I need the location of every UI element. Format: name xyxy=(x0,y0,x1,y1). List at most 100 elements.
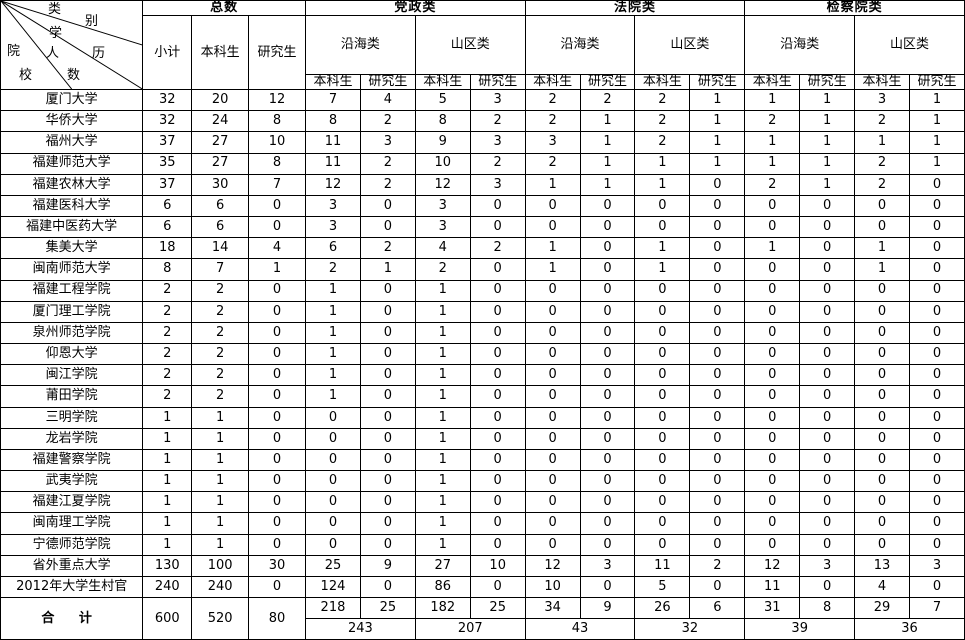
cell-value: 0 xyxy=(248,343,307,366)
cell-value: 2 xyxy=(142,321,193,345)
cell-value: 0 xyxy=(248,300,307,323)
cell-value: 1 xyxy=(524,237,581,260)
cell-value: 0 xyxy=(634,533,691,556)
cell-value: 0 xyxy=(359,448,416,472)
cell-value: 0 xyxy=(634,300,691,323)
cell-value: 0 xyxy=(359,194,416,218)
cell-value: 0 xyxy=(909,491,965,514)
diagonal-lines-icon xyxy=(1,1,142,89)
cell-value: 2 xyxy=(524,110,581,133)
cell-value: 0 xyxy=(359,279,416,302)
cell-value: 0 xyxy=(248,448,307,472)
cell-value: 0 xyxy=(909,258,965,281)
cell-value: 0 xyxy=(248,216,307,239)
group-header-procuratorate: 检察院类 xyxy=(744,0,965,17)
leaf-header-proc-mountain-grad: 研究生 xyxy=(909,73,965,91)
cell-value: 0 xyxy=(744,385,801,408)
table-row: 福建警察学院 1 1 0 0 0 1 0 0 0 0 0 0 0 0 0 xyxy=(0,448,965,472)
cell-value: 1 xyxy=(305,300,361,323)
cell-value: 0 xyxy=(469,364,526,387)
cell-value: 12 xyxy=(248,88,307,112)
cell-value: 0 xyxy=(799,343,856,366)
subgroup-header-proc-coastal: 沿海类 xyxy=(744,15,856,75)
cell-value: 1 xyxy=(191,406,250,429)
cell-value: 1 xyxy=(634,173,691,196)
cell-value: 0 xyxy=(744,470,801,493)
cell-value: 0 xyxy=(909,321,965,345)
footer-leaf-total-5: 9 xyxy=(579,597,636,620)
cell-value: 0 xyxy=(359,364,416,387)
cell-value: 0 xyxy=(469,216,526,239)
corner-label-count-2: 数 xyxy=(67,68,81,83)
footer-group-total-party-coastal: 243 xyxy=(305,618,416,640)
cell-value: 4 xyxy=(854,575,911,599)
corner-label-category-1: 类 xyxy=(48,2,62,17)
cell-value: 0 xyxy=(854,216,911,239)
cell-value: 1 xyxy=(142,470,193,493)
cell-value: 0 xyxy=(689,279,746,302)
cell-value: 0 xyxy=(524,533,581,556)
cell-value: 0 xyxy=(854,343,911,366)
corner-label-education-1: 学 xyxy=(49,26,63,41)
cell-value: 1 xyxy=(191,470,250,493)
cell-value: 3 xyxy=(909,554,965,577)
cell-value: 2 xyxy=(359,110,416,133)
cell-value: 1 xyxy=(414,385,471,408)
cell-value: 1 xyxy=(414,364,471,387)
cell-value: 1 xyxy=(191,448,250,472)
subgroup-header-proc-mountain: 山区类 xyxy=(854,15,965,75)
cell-value: 1 xyxy=(414,533,471,556)
cell-value: 4 xyxy=(414,237,471,260)
cell-value: 0 xyxy=(689,575,746,599)
cell-value: 12 xyxy=(524,554,581,577)
cell-value: 1 xyxy=(854,258,911,281)
cell-value: 0 xyxy=(305,406,361,429)
footer-total-undergrad: 520 xyxy=(191,597,250,640)
cell-value: 0 xyxy=(689,512,746,535)
cell-value: 0 xyxy=(469,279,526,302)
cell-value: 5 xyxy=(414,88,471,112)
cell-value: 0 xyxy=(579,343,636,366)
cell-value: 2 xyxy=(854,152,911,175)
cell-value: 0 xyxy=(909,279,965,302)
cell-value: 0 xyxy=(359,427,416,450)
institution-name: 莆田学院 xyxy=(0,385,144,408)
leaf-header-court-coastal-undergrad: 本科生 xyxy=(524,73,581,91)
cell-value: 3 xyxy=(469,131,526,154)
header-row-groups: 类 别 学 历 院 人 校 数 总数 党政类 法院类 检察院类 xyxy=(0,0,965,90)
footer-leaf-total-4: 34 xyxy=(524,597,581,620)
cell-value: 2 xyxy=(854,110,911,133)
cell-value: 12 xyxy=(305,173,361,196)
cell-value: 0 xyxy=(909,364,965,387)
footer-group-total-court-coastal: 43 xyxy=(524,618,636,640)
cell-value: 0 xyxy=(909,533,965,556)
cell-value: 0 xyxy=(305,470,361,493)
leaf-header-total-grad: 研究生 xyxy=(248,15,307,90)
cell-value: 0 xyxy=(909,194,965,218)
cell-value: 0 xyxy=(579,194,636,218)
cell-value: 124 xyxy=(305,575,361,599)
cell-value: 2 xyxy=(142,279,193,302)
cell-value: 3 xyxy=(524,131,581,154)
cell-value: 1 xyxy=(142,427,193,450)
cell-value: 0 xyxy=(469,448,526,472)
cell-value: 0 xyxy=(248,194,307,218)
cell-value: 0 xyxy=(634,470,691,493)
header-row-subgroups: 小计 本科生 研究生 沿海类 山区类 沿海类 山区类 沿海类 山区类 xyxy=(1,15,965,90)
cell-value: 1 xyxy=(909,152,965,175)
cell-value: 8 xyxy=(142,258,193,281)
institution-name: 2012年大学生村官 xyxy=(0,575,144,599)
table-row: 闽南师范大学 8 7 1 2 1 2 0 1 0 1 0 0 0 1 0 xyxy=(0,258,965,281)
cell-value: 0 xyxy=(744,216,801,239)
cell-value: 0 xyxy=(579,237,636,260)
cell-value: 0 xyxy=(744,512,801,535)
cell-value: 0 xyxy=(634,343,691,366)
cell-value: 0 xyxy=(524,448,581,472)
cell-value: 0 xyxy=(305,448,361,472)
cell-value: 0 xyxy=(744,533,801,556)
corner-header-cell: 类 别 学 历 院 人 校 数 xyxy=(0,0,144,90)
cell-value: 0 xyxy=(799,237,856,260)
table-row: 闽南理工学院 1 1 0 0 0 1 0 0 0 0 0 0 0 0 0 xyxy=(0,512,965,535)
cell-value: 1 xyxy=(414,448,471,472)
